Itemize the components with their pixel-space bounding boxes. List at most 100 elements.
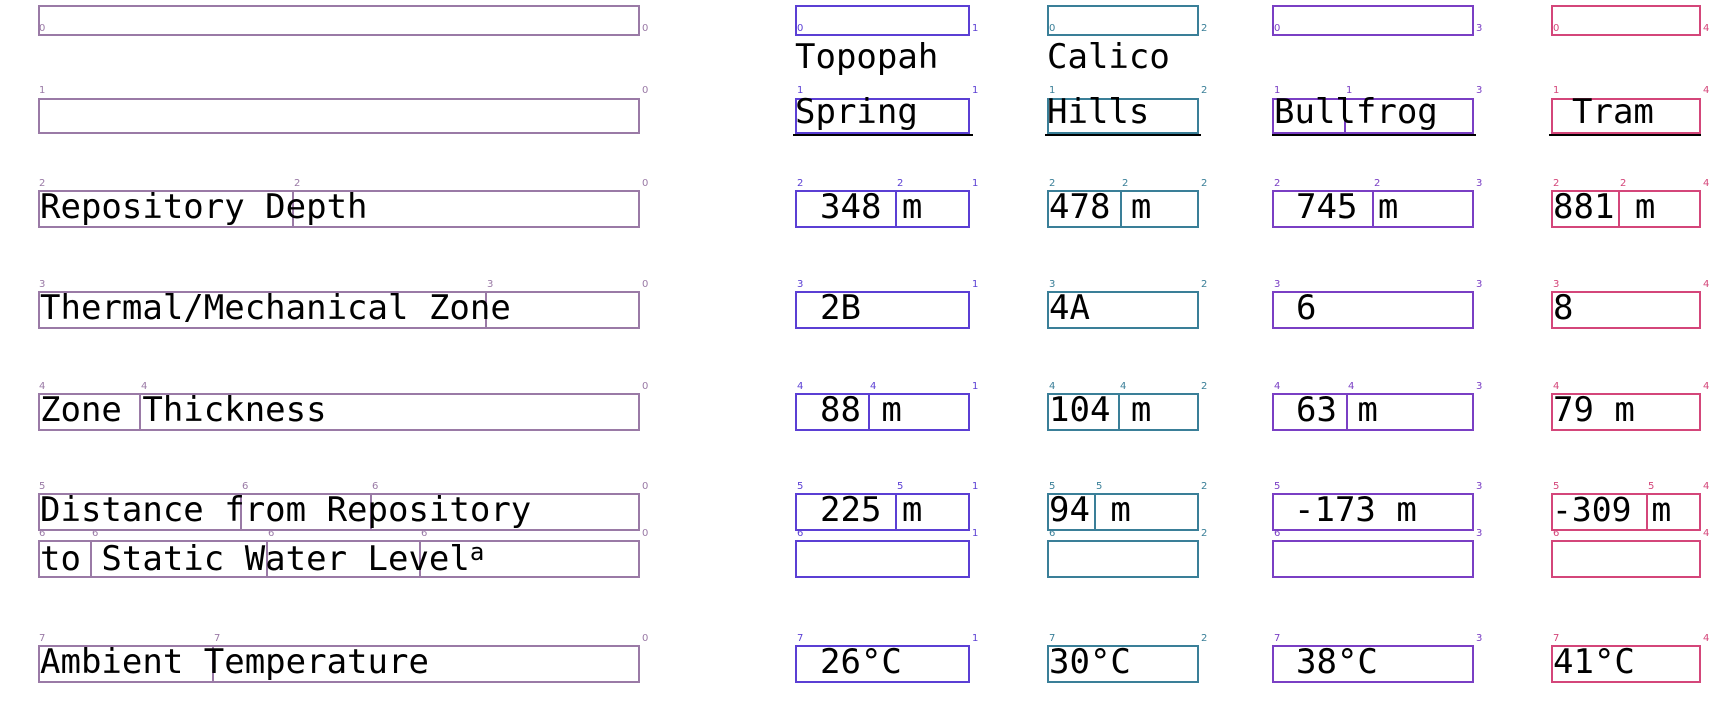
box-index-marker: 5 xyxy=(1648,481,1655,492)
box-index-marker: 5 xyxy=(1096,481,1103,492)
box-index-marker: 3 xyxy=(1476,279,1483,290)
box-index-marker: 7 xyxy=(797,633,804,644)
label-cell-row0 xyxy=(38,5,640,36)
word-separator xyxy=(292,190,294,228)
header-calico-line1: Calico xyxy=(1047,37,1170,77)
word-separator xyxy=(1094,493,1096,531)
topopah-temperature-cell xyxy=(795,645,970,683)
box-index-marker: 3 xyxy=(1049,279,1056,290)
topopah-zone: 2B xyxy=(820,288,861,328)
calico-depth: 478 m xyxy=(1049,187,1152,227)
bullfrog-zone-cell xyxy=(1272,291,1474,329)
calico-zone-cell xyxy=(1047,291,1199,329)
box-index-marker: 1 xyxy=(1274,85,1281,96)
word-separator xyxy=(90,540,92,578)
tram-thickness-cell xyxy=(1551,393,1701,431)
box-index-marker: 6 xyxy=(268,528,275,539)
box-index-marker: 0 xyxy=(642,481,649,492)
label-cell-zone xyxy=(38,291,640,329)
header-topopah-line2: Spring xyxy=(795,92,918,132)
word-separator xyxy=(1646,493,1648,531)
word-separator xyxy=(139,393,141,431)
box-index-marker: 4 xyxy=(797,381,804,392)
box-index-marker: 3 xyxy=(1553,279,1560,290)
box-index-marker: 1 xyxy=(1049,85,1056,96)
tram-thickness: 79 m xyxy=(1553,390,1635,430)
row-label-zone: Thermal/Mechanical Zone xyxy=(40,288,511,328)
box-index-marker: 3 xyxy=(1476,85,1483,96)
box-index-marker: 0 xyxy=(1274,23,1281,34)
calico-distance: 94 m xyxy=(1049,490,1131,530)
box-index-marker: 6 xyxy=(1553,528,1560,539)
box-index-marker: 2 xyxy=(1201,481,1208,492)
box-index-marker: 2 xyxy=(1201,23,1208,34)
word-separator xyxy=(419,540,421,578)
box-index-marker: 4 xyxy=(1703,85,1710,96)
calico-depth-cell xyxy=(1047,190,1199,228)
box-index-marker: 4 xyxy=(1703,481,1710,492)
word-separator xyxy=(1372,190,1374,228)
tram-distance-cell xyxy=(1551,493,1701,531)
word-separator xyxy=(212,645,214,683)
bullfrog-zone: 6 xyxy=(1296,288,1317,328)
box-index-marker: 0 xyxy=(1553,23,1560,34)
box-index-marker: 0 xyxy=(642,23,649,34)
box-index-marker: 2 xyxy=(1201,85,1208,96)
word-separator xyxy=(1346,393,1348,431)
topopah-zone-cell xyxy=(795,291,970,329)
calico-distance-cont-cell xyxy=(1047,540,1199,578)
tram-depth-cell xyxy=(1551,190,1701,228)
bullfrog-depth: 745 m xyxy=(1296,187,1399,227)
box-index-marker: 0 xyxy=(797,23,804,34)
box-index-marker: 0 xyxy=(642,381,649,392)
footnote-marker: a xyxy=(469,538,485,566)
label-cell-distance xyxy=(38,493,640,531)
box-index-marker: 6 xyxy=(92,528,99,539)
box-index-marker: 4 xyxy=(39,381,46,392)
box-index-marker: 3 xyxy=(1476,381,1483,392)
topopah-depth: 348 m xyxy=(820,187,923,227)
bullfrog-cell-header xyxy=(1272,98,1474,134)
box-index-marker: 2 xyxy=(1620,178,1627,189)
box-index-marker: 0 xyxy=(642,279,649,290)
header-underline xyxy=(1272,134,1476,136)
topopah-thickness-cell xyxy=(795,393,970,431)
calico-temperature: 30°C xyxy=(1049,642,1131,682)
box-index-marker: 2 xyxy=(1201,178,1208,189)
box-index-marker: 1 xyxy=(797,85,804,96)
box-index-marker: 1 xyxy=(972,85,979,96)
box-index-marker: 3 xyxy=(797,279,804,290)
word-separator xyxy=(868,393,870,431)
box-index-marker: 4 xyxy=(1049,381,1056,392)
box-index-marker: 1 xyxy=(972,528,979,539)
calico-cell-header xyxy=(1047,98,1199,134)
bullfrog-distance-cont-cell xyxy=(1272,540,1474,578)
tram-temperature-cell xyxy=(1551,645,1701,683)
box-index-marker: 2 xyxy=(1201,381,1208,392)
tram-distance: -309 m xyxy=(1552,490,1672,529)
topopah-temperature: 26°C xyxy=(820,642,902,682)
row-label-distance-text: to Static Water Level xyxy=(40,539,470,579)
box-index-marker: 1 xyxy=(972,178,979,189)
box-index-marker: 4 xyxy=(1348,381,1355,392)
header-underline xyxy=(1045,134,1201,136)
box-index-marker: 4 xyxy=(870,381,877,392)
row-label-distance-line1: Distance from Repository xyxy=(40,490,532,530)
box-index-marker: 3 xyxy=(1274,279,1281,290)
box-index-marker: 3 xyxy=(1476,481,1483,492)
box-index-marker: 2 xyxy=(1049,178,1056,189)
box-index-marker: 2 xyxy=(1274,178,1281,189)
box-index-marker: 7 xyxy=(1553,633,1560,644)
row-label-distance-line2: to Static Water Levela xyxy=(40,540,484,578)
box-index-marker: 3 xyxy=(1476,633,1483,644)
calico-zone: 4A xyxy=(1049,288,1090,328)
tram-zone: 8 xyxy=(1553,288,1574,328)
bullfrog-temperature-cell xyxy=(1272,645,1474,683)
box-index-marker: 2 xyxy=(1201,633,1208,644)
box-index-marker: 2 xyxy=(1553,178,1560,189)
header-tram: Tram xyxy=(1572,92,1654,132)
calico-distance-cell xyxy=(1047,493,1199,531)
box-index-marker: 2 xyxy=(797,178,804,189)
box-index-marker: 0 xyxy=(642,633,649,644)
topopah-distance-cell xyxy=(795,493,970,531)
